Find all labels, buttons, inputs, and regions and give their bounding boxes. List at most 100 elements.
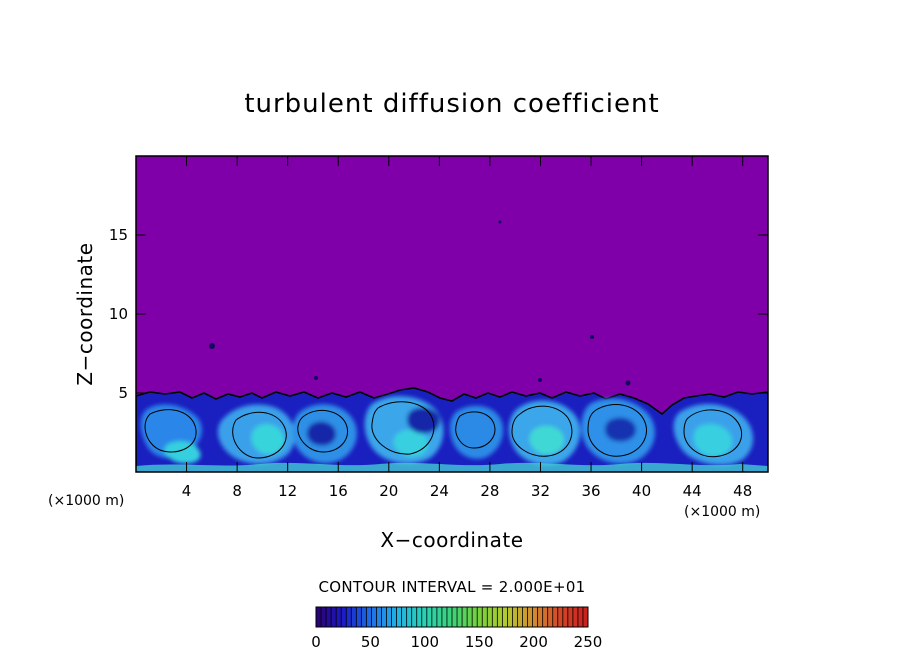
colorbar-cell	[527, 607, 533, 627]
x-tick-label: 12	[278, 482, 297, 500]
surface-layer-band	[136, 462, 768, 472]
colorbar-tick-label: 250	[574, 633, 603, 651]
dark-core-3	[604, 417, 636, 442]
x-tick-label: 40	[632, 482, 651, 500]
x-tick-label: 16	[329, 482, 348, 500]
speck-6	[498, 220, 502, 224]
contour-line-6	[683, 409, 742, 458]
colorbar-cell	[492, 607, 498, 627]
colorbar-cell	[532, 607, 538, 627]
colorbar-cell	[321, 607, 327, 627]
contour-line-5	[587, 404, 647, 457]
contour-interval-label: CONTOUR INTERVAL = 2.000E+01	[318, 578, 585, 596]
colorbar-cell	[547, 607, 553, 627]
colorbar-cell	[557, 607, 564, 627]
colorbar-stripes	[315, 607, 589, 627]
colorbar-cell	[386, 607, 392, 627]
colorbar-cell	[336, 607, 342, 627]
colorbar-cell	[411, 607, 417, 627]
colorbar-cell	[562, 607, 569, 627]
cyan-core-4	[529, 425, 564, 455]
colorbar-tick-label: 150	[465, 633, 494, 651]
speck-5	[538, 378, 542, 382]
colorbar-cell	[371, 607, 377, 627]
x-tick-label: 20	[379, 482, 398, 500]
colorbar-tick-label: 50	[361, 633, 380, 651]
colorbar-cell	[441, 607, 448, 627]
colorbar-cell	[346, 607, 352, 627]
colorbar-cell	[472, 607, 478, 627]
y-axis-ticks: 5 10 15	[109, 226, 768, 402]
colorbar-cell	[452, 607, 458, 627]
colorbar-cell	[331, 607, 337, 627]
colorbar-cell	[512, 607, 518, 627]
eddy-region-5	[449, 405, 504, 459]
colorbar-cell	[482, 607, 488, 627]
colorbar-cell	[421, 607, 428, 627]
colorbar-cell	[376, 607, 382, 627]
colorbar-cell	[522, 607, 528, 627]
x-tick-label: 48	[733, 482, 752, 500]
x-axis-ticks: 4 8 12 16 20 24 28 32 36 40 44 48	[182, 156, 752, 500]
colorbar-tick-label: 100	[410, 633, 439, 651]
colorbar-cell	[426, 607, 433, 627]
colorbar-cell	[552, 607, 558, 627]
colorbar-tick-label: 0	[311, 633, 321, 651]
colorbar-tick-label: 200	[519, 633, 548, 651]
colorbar-cell	[462, 607, 468, 627]
speck-3	[314, 376, 318, 380]
turbulent-field-layer	[136, 220, 768, 472]
contour-line-8	[297, 409, 348, 453]
speck-4	[625, 380, 631, 386]
colorbar-cell	[537, 607, 543, 627]
y-tick-label: 15	[109, 226, 128, 244]
colorbar-cell	[582, 607, 589, 627]
colorbar-cell	[572, 607, 579, 627]
colorbar-cell	[457, 607, 463, 627]
colorbar-cell	[477, 607, 483, 627]
speck-1	[209, 343, 215, 349]
colorbar-cell	[431, 607, 438, 627]
colorbar-cell	[341, 607, 347, 627]
colorbar-cell	[542, 607, 548, 627]
x-tick-label: 44	[683, 482, 702, 500]
x-tick-label: 36	[581, 482, 600, 500]
contour-line-3	[371, 401, 435, 455]
cyan-core-2	[251, 423, 284, 455]
y-axis-label: Z−coordinate	[73, 242, 97, 385]
x-tick-label: 4	[182, 482, 192, 500]
speck-2	[590, 335, 594, 339]
colorbar-cell	[577, 607, 584, 627]
contour-line-1	[144, 409, 197, 453]
colorbar-ticks: 0 50 100 150 200 250	[311, 633, 602, 651]
y-tick-label: 5	[118, 384, 128, 402]
y-tick-label: 10	[109, 305, 128, 323]
colorbar-cell	[381, 607, 387, 627]
colorbar-cell	[326, 607, 332, 627]
colorbar-cell	[436, 607, 443, 627]
colorbar-cell	[406, 607, 412, 627]
contour-line-7	[455, 411, 496, 449]
colorbar-cell	[517, 607, 523, 627]
colorbar-cell	[396, 607, 402, 627]
contour-line-2	[232, 411, 287, 459]
colorbar: 0 50 100 150 200 250	[311, 606, 602, 651]
colorbar-cell	[502, 607, 508, 627]
colorbar-cell	[361, 607, 367, 627]
colorbar-cell	[507, 607, 513, 627]
colorbar-cell	[567, 607, 574, 627]
cyan-core-3	[393, 429, 428, 457]
x-axis-label: X−coordinate	[380, 528, 523, 552]
cyan-core-5	[693, 423, 732, 457]
x-tick-label: 24	[430, 482, 449, 500]
colorbar-frame	[315, 606, 589, 628]
colorbar-cell	[497, 607, 503, 627]
colorbar-cell	[356, 607, 362, 627]
x-tick-label: 32	[531, 482, 550, 500]
dark-core-2	[407, 407, 440, 434]
colorbar-cell	[446, 607, 453, 627]
colorbar-cell	[316, 607, 322, 627]
x-tick-label: 28	[480, 482, 499, 500]
